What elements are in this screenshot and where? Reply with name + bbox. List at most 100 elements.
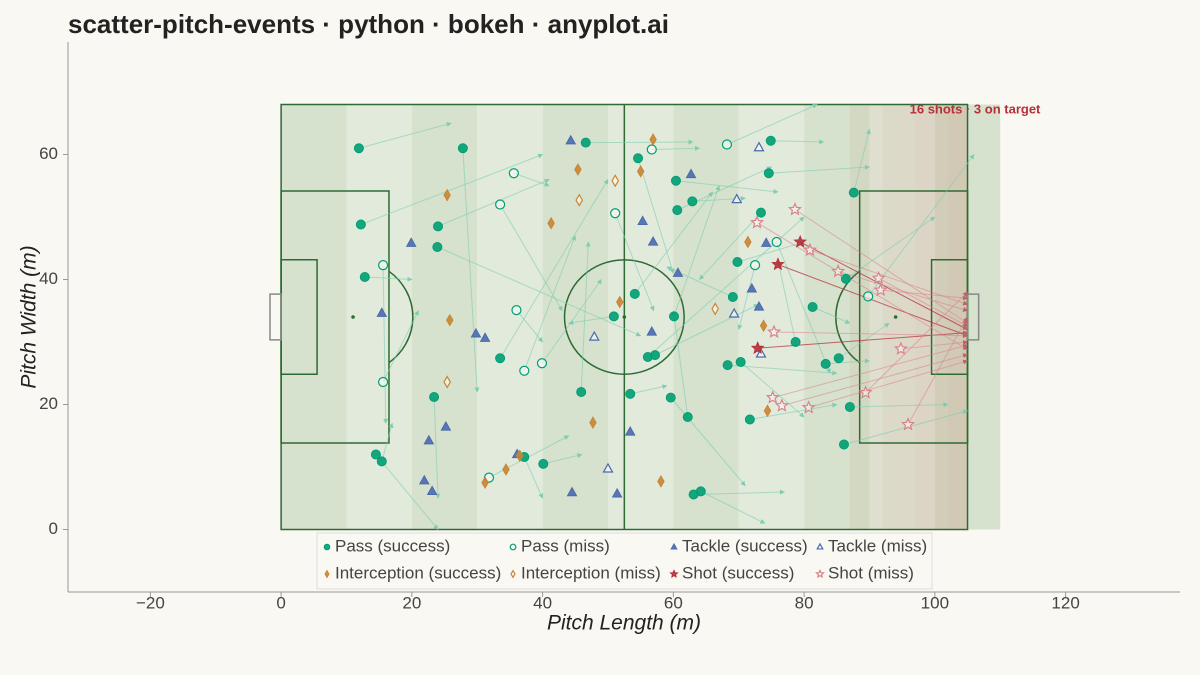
event-arrow — [693, 489, 785, 495]
point — [355, 219, 366, 230]
event-arrow — [671, 310, 689, 418]
point — [481, 476, 489, 490]
point — [753, 141, 765, 152]
attack-zone — [849, 104, 883, 530]
point — [901, 417, 916, 431]
event-arrow — [756, 222, 968, 350]
event-arrow — [637, 158, 675, 274]
point — [433, 221, 444, 232]
point — [495, 199, 506, 210]
point — [759, 319, 768, 333]
point — [649, 133, 657, 146]
point — [793, 234, 807, 248]
event-arrow — [523, 456, 544, 499]
point — [376, 307, 388, 317]
event-arrow — [740, 361, 805, 418]
point — [566, 486, 578, 497]
point — [405, 237, 417, 247]
points — [353, 133, 916, 500]
point — [547, 216, 555, 230]
point — [672, 267, 684, 277]
point — [536, 358, 548, 369]
point — [633, 153, 644, 164]
event-arrow — [849, 402, 949, 408]
legend-label: Shot (miss) — [828, 563, 914, 582]
event-arrow — [907, 316, 968, 425]
pitch-stripe — [281, 104, 347, 530]
point — [502, 463, 510, 476]
event-arrow — [513, 172, 550, 187]
point — [602, 462, 614, 473]
event-arrow — [699, 212, 762, 280]
event-arrow — [523, 235, 577, 371]
event-arrow — [568, 315, 614, 326]
point — [611, 174, 620, 188]
point — [893, 341, 908, 355]
legend-symbol — [510, 569, 516, 579]
event-arrow — [499, 179, 609, 359]
point — [580, 137, 591, 148]
x-tick-label: 40 — [533, 593, 552, 612]
point — [377, 260, 389, 271]
point — [685, 168, 697, 179]
point — [763, 168, 774, 179]
point — [429, 392, 440, 402]
point — [727, 292, 738, 302]
point — [637, 215, 648, 226]
point — [731, 193, 743, 204]
point — [771, 236, 782, 248]
event-arrow — [794, 209, 968, 324]
point — [376, 456, 387, 467]
point — [755, 207, 766, 218]
event-arrow — [541, 279, 602, 364]
point — [670, 175, 681, 186]
event-arrow — [654, 304, 759, 356]
point — [695, 486, 706, 497]
chart-title: scatter-pitch-events · python · bokeh · … — [68, 9, 669, 39]
point — [721, 139, 733, 150]
point — [457, 143, 468, 154]
point — [711, 302, 720, 316]
x-tick-label: 60 — [664, 593, 683, 612]
event-arrow — [749, 402, 838, 420]
point — [732, 257, 743, 267]
event-arrow — [614, 213, 655, 312]
point — [863, 291, 874, 302]
point — [646, 326, 658, 336]
attack-zone — [882, 104, 916, 530]
event-arrow — [670, 397, 746, 487]
x-tick-label: 100 — [921, 593, 949, 612]
event-arrow — [812, 306, 851, 324]
event-arrow — [543, 453, 583, 465]
point — [418, 474, 430, 485]
event-arrow — [360, 153, 544, 225]
event-arrow — [516, 309, 543, 343]
point — [801, 400, 816, 414]
x-tick-label: 0 — [276, 593, 285, 612]
x-tick-label: −20 — [136, 593, 165, 612]
point — [744, 414, 755, 425]
point — [833, 353, 844, 364]
point — [844, 402, 855, 412]
point — [629, 288, 640, 299]
point — [765, 135, 776, 146]
point — [646, 144, 657, 155]
point — [511, 305, 522, 316]
point — [750, 341, 765, 355]
point — [669, 311, 680, 322]
x-tick-label: 80 — [795, 593, 814, 612]
point — [722, 360, 733, 371]
point — [589, 416, 597, 430]
point — [687, 196, 698, 207]
event-arrow — [700, 490, 766, 524]
event-arrow — [675, 180, 779, 194]
point — [820, 358, 831, 369]
pitch-stripe — [738, 104, 805, 530]
y-tick-label: 20 — [39, 394, 58, 413]
pitch-line — [563, 259, 685, 375]
event-arrow — [580, 241, 591, 393]
legend-symbol — [670, 542, 678, 550]
point — [749, 260, 761, 271]
point — [840, 273, 851, 284]
